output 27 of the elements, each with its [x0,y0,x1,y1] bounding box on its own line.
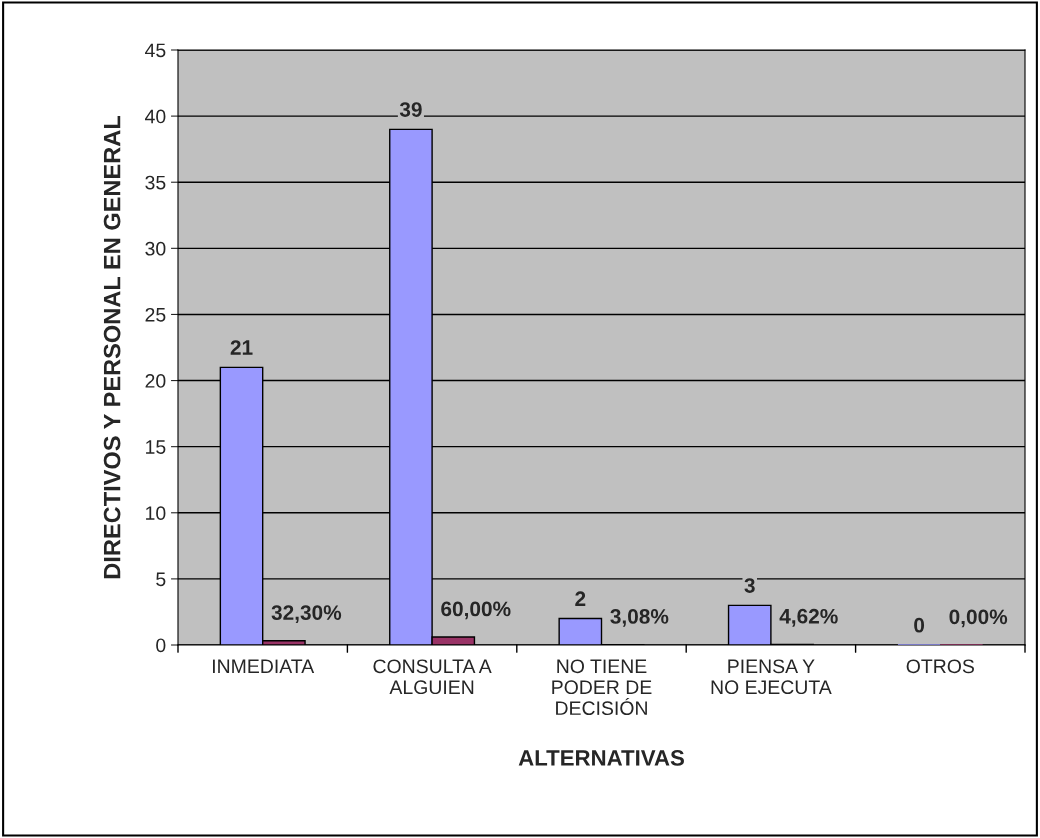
data-label: 0,00% [949,609,1008,628]
x-tick-label: NO TIENE PODER DE DECISIÓN [552,659,652,716]
y-tick-label: 5 [156,572,166,587]
y-tick-label: 35 [145,175,166,190]
data-label: 3 [744,578,755,593]
data-label: 3,08% [610,609,669,627]
y-tick-label: 25 [145,307,166,322]
x-axis-title: ALTERNATIVAS [518,750,684,766]
data-label: 60,00% [441,601,511,620]
data-label: 0 [914,617,925,633]
y-tick-label: 10 [146,506,166,521]
y-tick-label: 40 [145,109,166,124]
x-tick-label: OTROS [906,659,974,674]
data-label: 39 [399,102,422,117]
x-tick-label: PIENSA Y NO EJECUTA [711,659,832,695]
x-tick-label: INMEDIATA [212,659,315,673]
y-tick-label: 15 [146,440,166,454]
x-tick-label: CONSULTA A ALGUIEN [373,659,492,695]
data-label: 21 [230,340,253,355]
y-tick-label: 30 [145,241,166,256]
y-axis-title: DIRECTIVOS Y PERSONAL EN GENERAL [103,115,121,579]
y-tick-label: 20 [145,374,166,388]
data-label: 32,30% [271,605,342,623]
y-tick-label: 0 [156,638,166,653]
y-tick-label: 45 [145,43,166,58]
data-label: 2 [575,591,586,606]
data-label: 4,62% [779,608,838,627]
